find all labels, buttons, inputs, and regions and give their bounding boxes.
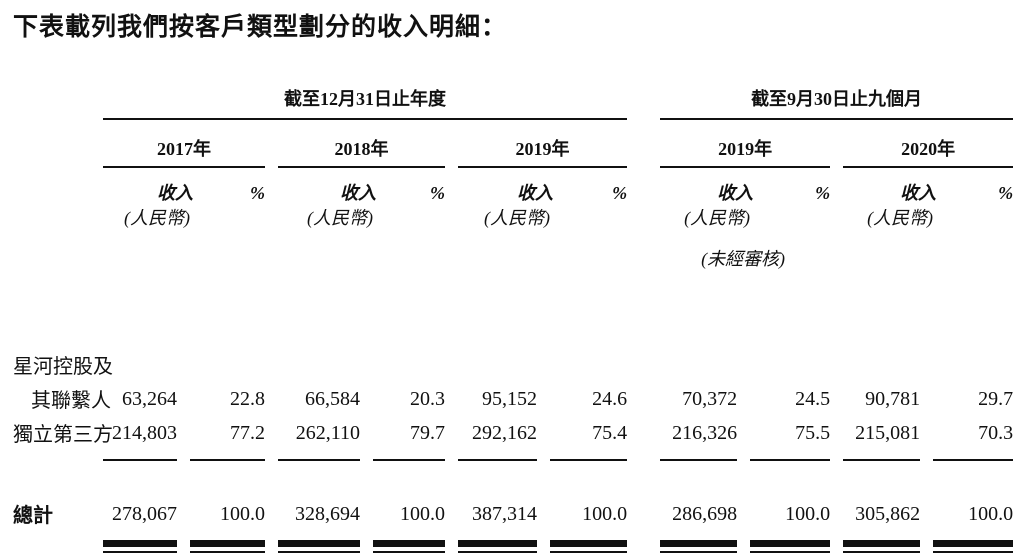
revenue-header: 收入 bbox=[900, 183, 937, 203]
currency-note: (人民幣) bbox=[684, 208, 751, 228]
total-cell: 305,862 bbox=[855, 503, 921, 525]
total-double-rule-row bbox=[0, 529, 1014, 555]
rule bbox=[660, 448, 738, 461]
year-header-2018: 2018年 bbox=[278, 120, 445, 168]
table-row-total: 總計 278,067 100.0 328,694 100.0 387,314 1… bbox=[0, 461, 1013, 529]
total-cell: 328,694 bbox=[295, 503, 360, 525]
units-note-row bbox=[0, 272, 1013, 314]
value-cell: 90,781 bbox=[865, 388, 921, 410]
revenue-by-customer-table: 截至12月31日止年度 截至9月30日止九個月 2017年 2018年 2019… bbox=[0, 86, 1014, 555]
row-label-starriver-line1: 星河控股及 bbox=[13, 356, 113, 378]
value-cell: 22.8 bbox=[230, 388, 265, 410]
revenue-header: 收入 bbox=[340, 183, 376, 203]
table-row-starriver: 其聯繫人 63,264 22.8 66,584 20.3 95,152 24.6… bbox=[0, 380, 1013, 414]
value-cell: 20.3 bbox=[410, 388, 445, 410]
total-cell: 286,698 bbox=[672, 503, 738, 525]
rule bbox=[933, 448, 1014, 461]
value-cell: 292,162 bbox=[472, 422, 537, 444]
currency-note: (人民幣) bbox=[307, 208, 373, 228]
group-header-9m: 截至9月30日止九個月 bbox=[660, 86, 1014, 120]
revenue-header: 收入 bbox=[157, 183, 193, 203]
row-label-independent: 獨立第三方 bbox=[13, 424, 113, 446]
double-rule bbox=[373, 540, 445, 553]
revenue-header: 收入 bbox=[517, 183, 553, 203]
rule bbox=[750, 448, 831, 461]
year-header-row: 2017年 2018年 2019年 2019年 2020年 bbox=[0, 120, 1014, 168]
rule bbox=[550, 448, 628, 461]
total-label: 總計 bbox=[13, 505, 53, 527]
subheader-row: 收入 (人民幣) % 收入 (人民幣) % 收入 (人民幣) % 收入 (人民幣… bbox=[0, 168, 1013, 272]
revenue-header: 收入 bbox=[717, 183, 754, 203]
value-cell: 70,372 bbox=[682, 388, 738, 410]
double-rule bbox=[660, 540, 738, 553]
value-cell: 70.3 bbox=[978, 422, 1014, 444]
value-cell: 75.4 bbox=[592, 422, 628, 444]
year-header-2020: 2020年 bbox=[843, 120, 1014, 168]
double-rule bbox=[103, 540, 177, 553]
double-rule bbox=[190, 540, 265, 553]
percent-header: % bbox=[612, 183, 628, 203]
table-row-label: 星河控股及 bbox=[0, 354, 1013, 380]
value-cell: 24.5 bbox=[795, 388, 831, 410]
double-rule bbox=[458, 540, 537, 553]
spacer-row bbox=[0, 314, 1013, 354]
units-note bbox=[0, 272, 1013, 314]
rule bbox=[843, 448, 921, 461]
rule bbox=[458, 448, 537, 461]
total-cell: 100.0 bbox=[220, 503, 265, 525]
value-cell: 29.7 bbox=[978, 388, 1014, 410]
percent-header: % bbox=[998, 183, 1014, 203]
subtotal-rule-row bbox=[0, 448, 1014, 461]
double-rule bbox=[933, 540, 1014, 553]
percent-header: % bbox=[815, 183, 831, 203]
value-cell: 24.6 bbox=[592, 388, 628, 410]
year-header-2019-9m: 2019年 bbox=[660, 120, 831, 168]
value-cell: 79.7 bbox=[410, 422, 445, 444]
currency-note: (人民幣) bbox=[867, 208, 934, 228]
unaudited-note: (未經審核) bbox=[701, 249, 786, 269]
value-cell: 214,803 bbox=[112, 422, 177, 444]
percent-header: % bbox=[250, 183, 265, 203]
double-rule bbox=[550, 540, 628, 553]
value-cell: 63,264 bbox=[122, 388, 177, 410]
value-cell: 216,326 bbox=[672, 422, 738, 444]
year-header-2019: 2019年 bbox=[458, 120, 628, 168]
page-title: 下表載列我們按客戶類型劃分的收入明細： bbox=[13, 14, 508, 41]
currency-note: (人民幣) bbox=[124, 208, 190, 228]
total-cell: 100.0 bbox=[400, 503, 445, 525]
rule bbox=[278, 448, 360, 461]
table-row-independent: 獨立第三方 214,803 77.2 262,110 79.7 292,162 … bbox=[0, 414, 1013, 448]
group-header-fy: 截至12月31日止年度 bbox=[103, 86, 628, 120]
rule bbox=[190, 448, 265, 461]
total-cell: 100.0 bbox=[582, 503, 628, 525]
percent-header: % bbox=[430, 183, 445, 203]
total-cell: 100.0 bbox=[785, 503, 831, 525]
value-cell: 262,110 bbox=[295, 422, 360, 444]
value-cell: 75.5 bbox=[795, 422, 831, 444]
total-cell: 387,314 bbox=[472, 503, 537, 525]
row-label-starriver-line2: 其聯繫人 bbox=[31, 390, 111, 412]
value-cell: 95,152 bbox=[482, 388, 537, 410]
rule bbox=[373, 448, 445, 461]
total-cell: 100.0 bbox=[968, 503, 1014, 525]
currency-note: (人民幣) bbox=[484, 208, 550, 228]
value-cell: 66,584 bbox=[305, 388, 360, 410]
value-cell: 77.2 bbox=[230, 422, 265, 444]
double-rule bbox=[278, 540, 360, 553]
rule bbox=[103, 448, 177, 461]
value-cell: 215,081 bbox=[855, 422, 921, 444]
group-header-row: 截至12月31日止年度 截至9月30日止九個月 bbox=[0, 86, 1014, 120]
year-header-2017: 2017年 bbox=[103, 120, 265, 168]
total-cell: 278,067 bbox=[112, 503, 177, 525]
double-rule bbox=[843, 540, 921, 553]
double-rule bbox=[750, 540, 831, 553]
